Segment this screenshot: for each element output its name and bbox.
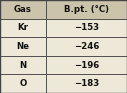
Text: −196: −196 [74,61,99,70]
Text: −153: −153 [74,23,99,32]
Text: −183: −183 [74,79,99,88]
Bar [46,19,127,37]
Bar [46,74,127,93]
Bar [0,56,46,74]
Bar [46,0,127,19]
Bar [46,56,127,74]
Text: B.pt. (°C): B.pt. (°C) [64,5,109,14]
Text: Ne: Ne [16,42,29,51]
Text: Kr: Kr [17,23,28,32]
Bar [0,37,46,56]
Bar [46,37,127,56]
Text: N: N [19,61,26,70]
Text: O: O [19,79,27,88]
Text: Gas: Gas [14,5,32,14]
Bar [0,19,46,37]
Bar [0,74,46,93]
Text: −246: −246 [74,42,99,51]
Bar [0,0,46,19]
